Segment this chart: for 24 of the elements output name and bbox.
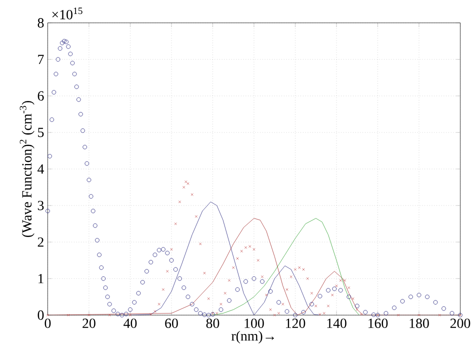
y-tick-label: 5 [38,128,44,138]
x-tick-label: 60 [165,318,178,328]
x-tick-label: 20 [82,318,96,328]
x-tick-label: 160 [368,318,388,328]
x-axis-title: r(nm)→ [231,330,274,344]
y-tick-label: 7 [38,54,44,64]
x-tick-label: 40 [124,318,137,328]
y-tick-label: 1 [38,274,44,284]
y-tick-label: 8 [38,18,44,28]
text: ×10$^{15}$ [52,8,82,20]
y-tick-label: 0 [38,310,44,320]
x-tick-label: 80 [206,318,220,328]
y-tick-label: 6 [38,91,44,101]
x-tick-label: 200 [450,318,470,328]
y-tick-label: 2 [38,238,44,247]
x-tick-label: 120 [286,318,306,328]
x-tick-label: 140 [327,318,346,328]
y-tick-label: 4 [38,164,44,174]
x-tick-label: 100 [244,318,264,328]
line-series [212,218,360,316]
x-tick-label: 0 [44,318,51,328]
y-tick-label: 3 [38,200,44,210]
y-axis-title: (Wave Function)$^{2}$ (cm$^{-3}$) [20,101,34,238]
x-tick-label: 180 [410,318,429,328]
